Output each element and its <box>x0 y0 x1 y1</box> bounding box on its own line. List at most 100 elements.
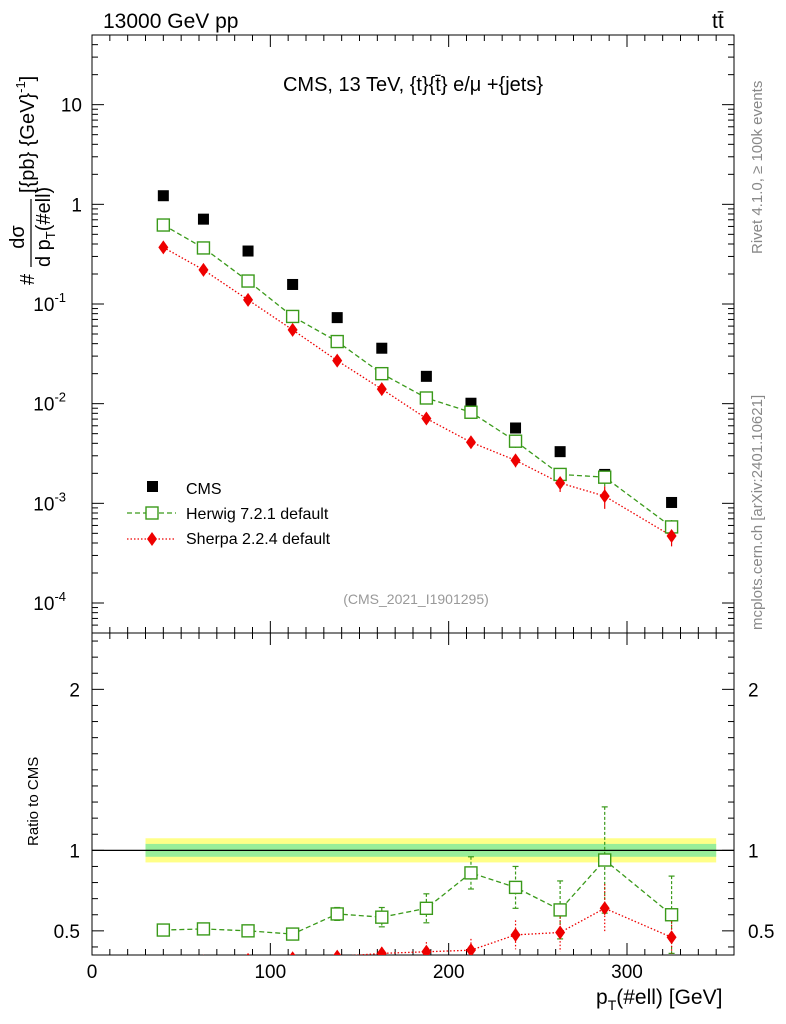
sherpa-point <box>599 489 610 504</box>
cms-point <box>331 312 343 324</box>
x-tick-label: 200 <box>433 962 465 983</box>
xlabel-p: p <box>596 986 608 1009</box>
main-y-tick-label: 10-3 <box>33 489 66 515</box>
main-y-tick-base: 10 <box>33 594 54 615</box>
herwig-point <box>419 391 434 405</box>
main-y-axis-label: # dσ d pT(#ell) [{pb} {GeV}-1] <box>7 76 58 285</box>
ratio-axis-ticks <box>91 633 734 955</box>
sherpa-line <box>163 246 672 537</box>
ratio-herwig-point <box>241 924 255 938</box>
x-tick-label: 0 <box>87 962 98 983</box>
ratio-herwig-point <box>508 880 523 895</box>
ratio-uncertainty-band <box>92 838 734 863</box>
main-y-tick-label: 10-4 <box>33 589 66 615</box>
sherpa-point <box>510 453 521 468</box>
herwig-point <box>464 405 478 419</box>
ratio-sherpa-point <box>203 954 204 955</box>
ratio-y-tick-label-right: 2 <box>748 680 759 701</box>
cms-point <box>554 446 566 458</box>
herwig-point <box>375 366 389 381</box>
x-axis-label: pT(#ell) [GeV] <box>596 986 722 1013</box>
ratio-sherpa-point <box>376 946 387 955</box>
ratio-sherpa-point <box>510 927 521 942</box>
sherpa-point <box>198 262 209 277</box>
main-y-tick-exponent: -4 <box>54 589 66 604</box>
ratio-herwig-point <box>553 903 567 917</box>
legend-sherpa-label: Sherpa 2.2.4 default <box>186 531 331 548</box>
herwig-line <box>163 224 672 528</box>
ratio-sherpa-point <box>158 956 168 970</box>
cms-point <box>465 397 477 409</box>
ratio-y-tick-label-right: 0.5 <box>748 922 774 943</box>
cms-point <box>510 422 522 434</box>
main-axis-ticks <box>91 34 734 634</box>
ratio-sherpa-point <box>333 949 342 955</box>
ratio-herwig-line <box>163 859 672 935</box>
xlabel-tail: (#ell) [GeV] <box>616 986 722 1009</box>
legend-herwig-label: Herwig 7.2.1 default <box>186 506 329 523</box>
main-y-tick-exponent: -2 <box>54 390 66 405</box>
ratio-sherpa-point <box>421 944 432 955</box>
cms-point <box>157 190 169 202</box>
ratio-sherpa-point <box>666 930 677 945</box>
main-y-tick-label: 10 <box>61 96 82 117</box>
ratio-herwig-point <box>464 866 478 880</box>
cms-point <box>666 496 678 508</box>
ratio-herwig-point <box>285 927 300 941</box>
sherpa-point <box>465 435 476 450</box>
ratio-y-tick-label: 1 <box>69 841 80 862</box>
herwig-point <box>241 274 255 288</box>
side-label-bottom: mcplots.cern.ch [arXiv:2401.10621] <box>749 395 766 630</box>
svg-text:d pT(#ell): d pT(#ell) <box>33 187 58 267</box>
sherpa-point <box>287 322 298 337</box>
legend-cms-label: CMS <box>186 481 222 498</box>
ratio-y-tick-label: 0.5 <box>54 922 80 943</box>
cms-point <box>420 370 432 382</box>
ylabel-prefix: # <box>17 273 39 285</box>
svg-text:#: # <box>17 273 39 285</box>
sherpa-point <box>421 411 432 426</box>
herwig-point <box>508 434 523 448</box>
side-label-top: Rivet 4.1.0, ≥ 100k events <box>749 81 766 254</box>
ratio-sherpa-point <box>555 925 566 940</box>
ylabel-den-tail: (#ell) <box>33 187 55 231</box>
main-y-tick-label: 1 <box>71 195 82 216</box>
energy-label: 13000 GeV pp <box>103 10 238 33</box>
sherpa-point <box>332 353 343 368</box>
herwig-point <box>285 309 300 324</box>
main-y-tick-exponent: -3 <box>54 489 66 504</box>
main-y-tick-label: 10-2 <box>33 390 66 416</box>
sherpa-point <box>376 382 387 397</box>
main-series-layer <box>156 190 679 547</box>
legend-cms-marker <box>147 481 158 492</box>
main-y-tick-base: 10 <box>33 295 54 316</box>
xlabel-subscript: T <box>608 997 617 1013</box>
ratio-herwig-point <box>598 853 612 867</box>
ratio-herwig-point <box>419 901 434 916</box>
herwig-point <box>196 241 211 255</box>
svg-text:[{pb} {GeV}-1]: [{pb} {GeV}-1] <box>13 76 39 193</box>
ylabel-units-close: ] <box>17 76 39 82</box>
cms-point <box>242 245 254 257</box>
ratio-plot-frame <box>91 632 735 956</box>
ylabel-denominator: d p <box>33 239 55 267</box>
ratio-sherpa-point <box>289 951 296 955</box>
x-tick-labels: 0 100 200 300 <box>87 962 643 983</box>
ratio-y-axis-label: Ratio to CMS <box>25 757 42 846</box>
ylabel-numerator: dσ <box>7 225 29 249</box>
main-y-tick-label: 10-1 <box>33 290 66 316</box>
sherpa-point <box>555 475 566 490</box>
ratio-herwig-point <box>664 908 679 922</box>
plot-title: CMS, 13 TeV, {t}{t̄} e/μ +{jets} <box>283 74 543 96</box>
ratio-sherpa-point <box>599 901 610 916</box>
main-y-tick-base: 10 <box>33 395 54 416</box>
legend-herwig-marker <box>145 506 159 520</box>
herwig-point <box>156 218 171 232</box>
cms-point <box>287 278 299 290</box>
ratio-y-tick-labels: 0.5 0.5 1 1 2 2 <box>54 680 775 943</box>
ylabel-units: [{pb} {GeV} <box>17 93 39 193</box>
ratio-herwig-point <box>196 922 211 936</box>
ratio-sherpa-point <box>465 943 476 955</box>
